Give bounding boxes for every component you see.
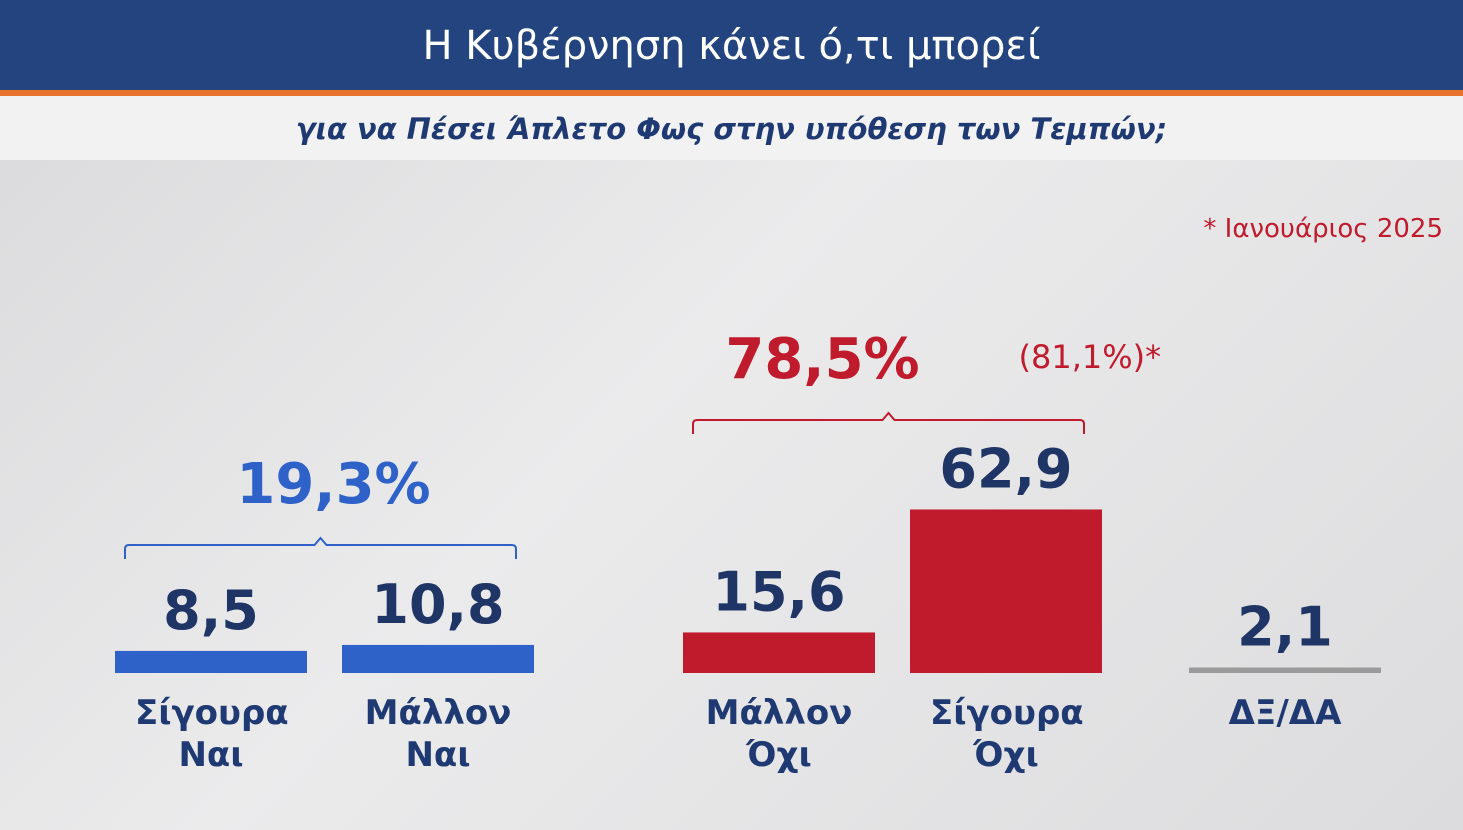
title: Η Κυβέρνηση κάνει ό,τι μπορεί [0, 0, 1463, 96]
category-label: Σίγουρα Όχι [930, 693, 1084, 775]
category-label: Μάλλον Όχι [705, 693, 853, 775]
bar [342, 644, 534, 673]
value-label: 8,5 [163, 579, 259, 642]
group-total: 78,5% [725, 327, 919, 392]
group-bracket [692, 411, 1085, 434]
value-label: 10,8 [371, 573, 504, 636]
category-label: Μάλλον Ναι [364, 693, 512, 775]
bar [910, 509, 1102, 673]
group-bracket [124, 536, 517, 559]
value-label: 2,1 [1237, 596, 1333, 659]
previous-total: (81,1%)* [1019, 338, 1162, 376]
category-label: ΔΞ/ΔΑ [1228, 693, 1342, 733]
bar [1189, 667, 1381, 673]
bar [683, 632, 875, 673]
group-total: 19,3% [236, 452, 430, 517]
subtitle: για να Πέσει Άπλετο Φως στην υπόθεση των… [0, 96, 1463, 160]
bar [115, 650, 307, 673]
category-label: Σίγουρα Ναι [135, 693, 289, 775]
note: * Ιανουάριος 2025 [1203, 214, 1443, 244]
value-label: 15,6 [712, 560, 845, 623]
value-label: 62,9 [939, 437, 1072, 500]
